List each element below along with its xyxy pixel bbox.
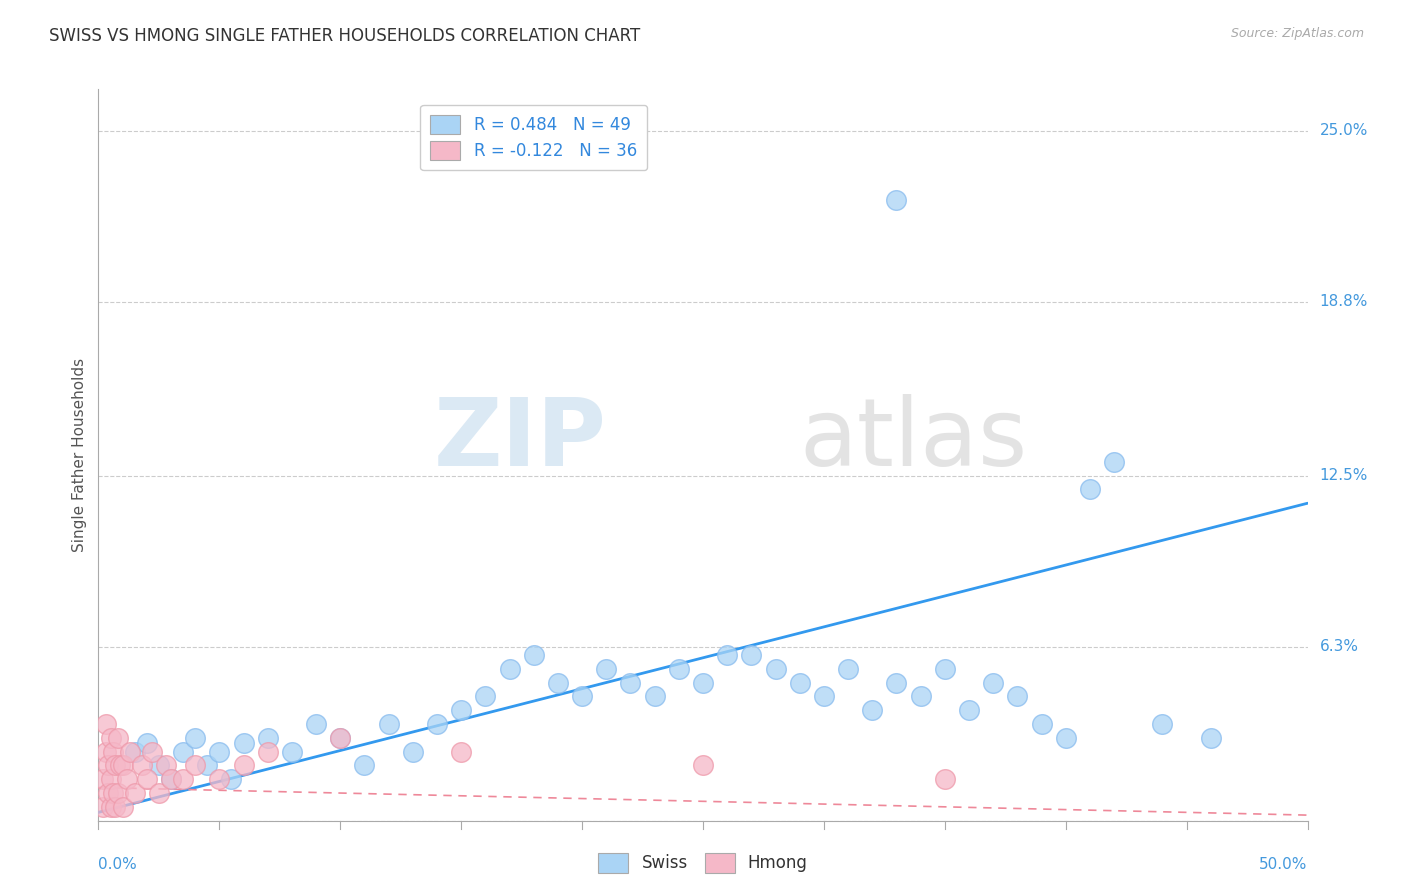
Text: ZIP: ZIP (433, 394, 606, 486)
Point (789, 675, 811, 690)
Point (155, 758, 177, 772)
Point (910, 690, 932, 704)
Text: 12.5%: 12.5% (1320, 468, 1368, 483)
Point (934, 662, 956, 676)
Point (148, 758, 170, 772)
Point (104, 758, 127, 772)
Point (886, 675, 908, 690)
Point (377, 717, 399, 731)
Point (281, 745, 304, 759)
Point (117, 772, 139, 787)
Text: 6.3%: 6.3% (1320, 640, 1358, 654)
Point (94, 745, 117, 759)
Text: atlas: atlas (800, 394, 1028, 486)
Point (1007, 690, 1029, 704)
Point (450, 745, 472, 759)
Point (141, 745, 163, 759)
Point (716, 648, 738, 662)
Point (94, 717, 117, 731)
Point (595, 662, 617, 676)
Point (740, 648, 762, 662)
Point (619, 675, 641, 690)
Text: 18.8%: 18.8% (1320, 294, 1368, 310)
Point (353, 758, 375, 772)
Point (184, 758, 207, 772)
Point (97, 786, 120, 800)
Legend: Swiss, Hmong: Swiss, Hmong (592, 847, 814, 880)
Point (860, 703, 883, 717)
Point (135, 772, 157, 787)
Point (208, 745, 231, 759)
Point (107, 731, 129, 745)
Point (668, 662, 690, 676)
Point (1031, 717, 1053, 731)
Point (91, 772, 114, 787)
Point (1152, 717, 1174, 731)
Text: Source: ZipAtlas.com: Source: ZipAtlas.com (1230, 27, 1364, 40)
Point (498, 662, 520, 676)
Point (104, 800, 127, 814)
Point (91, 800, 114, 814)
Text: SWISS VS HMONG SINGLE FATHER HOUSEHOLDS CORRELATION CHART: SWISS VS HMONG SINGLE FATHER HOUSEHOLDS … (49, 27, 641, 45)
Point (813, 690, 835, 704)
Text: 50.0%: 50.0% (1260, 857, 1308, 872)
Point (107, 786, 129, 800)
Text: 0.0%: 0.0% (98, 857, 138, 872)
Point (131, 758, 153, 772)
Y-axis label: Single Father Households: Single Father Households (72, 358, 87, 552)
Point (100, 800, 122, 814)
Point (426, 717, 449, 731)
Point (232, 736, 254, 750)
Point (135, 736, 157, 750)
Point (232, 758, 254, 772)
Point (184, 731, 207, 745)
Point (124, 786, 146, 800)
Point (100, 731, 122, 745)
Point (1078, 483, 1101, 497)
Point (305, 717, 328, 731)
Point (886, 193, 908, 207)
Point (172, 745, 194, 759)
Point (208, 772, 231, 787)
Point (111, 800, 134, 814)
Point (111, 758, 134, 772)
Point (101, 786, 124, 800)
Point (692, 758, 714, 772)
Point (402, 745, 425, 759)
Point (329, 731, 352, 745)
Point (108, 758, 131, 772)
Point (692, 675, 714, 690)
Point (160, 772, 183, 787)
Point (474, 690, 496, 704)
Point (256, 745, 278, 759)
Point (765, 662, 787, 676)
Point (97, 758, 120, 772)
Point (547, 675, 569, 690)
Point (450, 703, 472, 717)
Point (160, 772, 183, 787)
Point (100, 772, 122, 787)
Point (118, 745, 141, 759)
Point (837, 662, 859, 676)
Point (172, 772, 194, 787)
Text: 25.0%: 25.0% (1320, 123, 1368, 138)
Point (957, 703, 980, 717)
Point (1054, 731, 1077, 745)
Point (256, 731, 278, 745)
Point (124, 745, 146, 759)
Point (329, 731, 352, 745)
Point (523, 648, 546, 662)
Point (571, 690, 593, 704)
Point (981, 675, 1004, 690)
Point (148, 786, 170, 800)
Point (1199, 731, 1222, 745)
Point (221, 772, 243, 787)
Point (195, 758, 218, 772)
Point (934, 772, 956, 787)
Point (644, 690, 666, 704)
Point (101, 745, 124, 759)
Point (1102, 455, 1125, 469)
Legend: R = 0.484   N = 49, R = -0.122   N = 36: R = 0.484 N = 49, R = -0.122 N = 36 (420, 105, 647, 170)
